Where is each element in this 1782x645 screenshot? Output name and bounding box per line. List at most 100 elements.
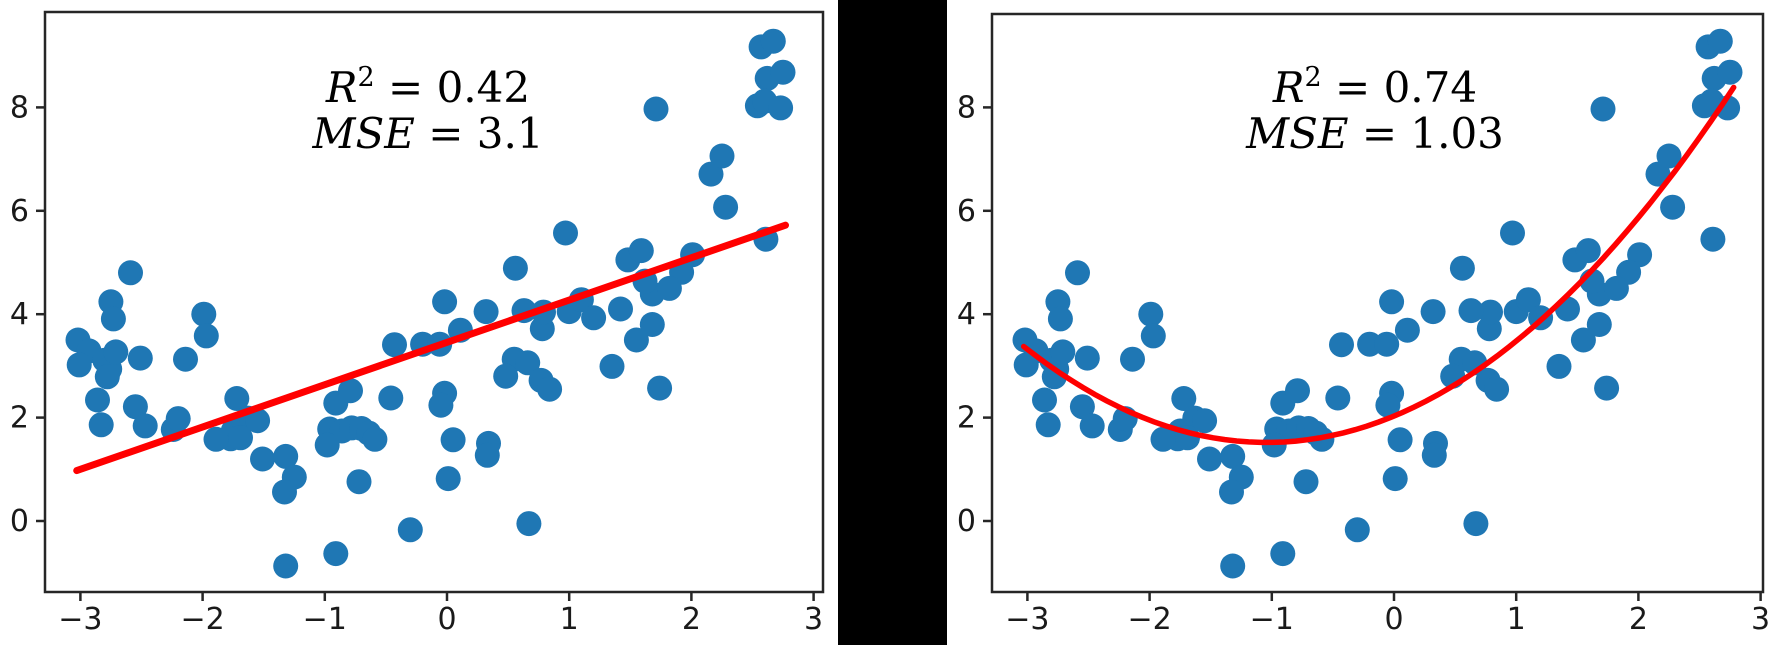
scatter-point (1050, 339, 1076, 365)
scatter-point (191, 301, 217, 327)
scatter-point (1394, 317, 1420, 343)
scatter-point (1515, 287, 1541, 313)
scatter-point (250, 446, 275, 472)
y-tick-label: 8 (10, 90, 29, 125)
scatter-point (515, 350, 541, 376)
r-squared-annotation: R2 = 0.74 (1272, 62, 1477, 112)
scatter-point (1069, 394, 1095, 420)
x-tick-label: 0 (1384, 602, 1403, 637)
scatter-point (643, 96, 669, 122)
scatter-point (628, 238, 654, 264)
x-tick-label: 3 (1751, 602, 1770, 637)
scatter-point (173, 346, 198, 372)
scatter-point (1220, 443, 1246, 469)
scatter-point (100, 306, 126, 332)
scatter-point (1463, 511, 1489, 537)
scatter-point (623, 327, 649, 353)
scatter-point (1575, 238, 1601, 264)
scatter-point (1197, 446, 1222, 472)
scatter-point (94, 364, 120, 390)
scatter-point (165, 406, 191, 432)
scatter-point (1329, 332, 1354, 358)
x-tick-label: 3 (804, 602, 823, 637)
scatter-point (435, 466, 461, 492)
scatter-point (127, 345, 153, 371)
scatter-point (362, 426, 388, 452)
scatter-point (493, 363, 519, 389)
mse-annotation: MSE = 3.1 (311, 109, 543, 158)
scatter-point (1325, 385, 1351, 411)
scatter-point (1421, 442, 1447, 468)
scatter-point (1192, 408, 1218, 434)
x-tick-label: −3 (58, 602, 102, 637)
scatter-point (1065, 260, 1090, 286)
x-tick-label: 2 (1629, 602, 1648, 637)
scatter-point (502, 255, 528, 281)
x-tick-label: 2 (682, 602, 701, 637)
y-tick-label: 4 (10, 297, 29, 332)
y-tick-label: 4 (957, 297, 976, 332)
scatter-point (1478, 299, 1503, 325)
scatter-point (709, 143, 735, 169)
y-tick-label: 2 (10, 401, 29, 436)
scatter-point (1379, 289, 1405, 315)
scatter-point (537, 376, 563, 402)
scatter-point (273, 443, 299, 469)
black-divider-band (838, 0, 947, 645)
scatter-point (474, 442, 500, 468)
scatter-point (1270, 541, 1296, 567)
quadratic-fit-curve (1020, 84, 1737, 446)
scatter-point (103, 339, 129, 365)
linear-fit-line (73, 221, 789, 475)
scatter-point (314, 432, 340, 458)
scatter-point (193, 323, 219, 349)
scatter-point (203, 426, 229, 452)
scatter-point (1138, 301, 1164, 327)
scatter-point (224, 386, 250, 411)
x-tick-label: −2 (180, 602, 224, 637)
scatter-point (1594, 375, 1620, 401)
scatter-point (656, 275, 682, 301)
scatter-point (66, 352, 92, 378)
x-tick-label: −3 (1005, 602, 1049, 637)
scatter-point (639, 312, 665, 337)
scatter-point (1140, 323, 1166, 349)
r-squared-annotation: R2 = 0.42 (325, 62, 530, 112)
scatter-point (1387, 427, 1413, 453)
scatter-point (1645, 161, 1671, 187)
scatter-point (1344, 517, 1370, 543)
scatter-point (1590, 96, 1616, 122)
scatter-point (608, 296, 633, 322)
plot-frame (990, 12, 1765, 594)
scatter-point (1707, 28, 1733, 54)
scatter-point (1220, 553, 1246, 579)
mse-annotation: MSE = 1.03 (1245, 109, 1504, 158)
y-tick-label: 0 (10, 504, 29, 539)
x-tick-label: 1 (1507, 602, 1526, 637)
scatter-point (428, 392, 454, 418)
y-tick-label: 6 (957, 194, 976, 229)
scatter-point (85, 387, 110, 413)
scatter-point (1219, 479, 1244, 505)
scatter-point (770, 59, 796, 85)
scatter-point (1700, 226, 1726, 252)
scatter-point (272, 479, 297, 505)
scatter-point (647, 375, 673, 401)
scatter-point (1484, 376, 1510, 402)
scatter-point (1500, 220, 1525, 246)
scatter-point (397, 517, 423, 543)
scatter-point (228, 425, 253, 451)
scatter-point (440, 427, 466, 453)
scatter-point (1717, 59, 1743, 85)
scatter-point (338, 378, 363, 404)
scatter-point (1047, 306, 1073, 332)
scatter-point (122, 394, 148, 420)
scatter-point (132, 413, 158, 439)
x-tick-label: −1 (1250, 602, 1294, 637)
scatter-point (713, 194, 739, 220)
scatter-point (346, 469, 372, 495)
y-tick-label: 8 (957, 90, 976, 125)
